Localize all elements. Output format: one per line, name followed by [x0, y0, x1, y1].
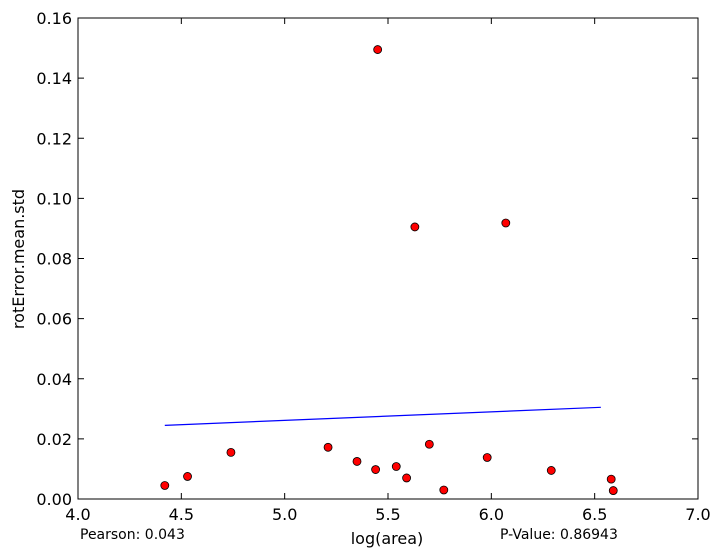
x-tick-label: 7.0	[685, 505, 710, 524]
x-tick-label: 6.0	[479, 505, 504, 524]
data-point	[226, 448, 236, 457]
pearson-label: Pearson: 0.043	[80, 527, 185, 543]
x-tick-label: 4.0	[65, 505, 90, 524]
data-point	[546, 466, 556, 475]
x-tick-label: 4.5	[169, 505, 194, 524]
data-point	[608, 486, 618, 495]
x-tick-label: 5.0	[272, 505, 297, 524]
y-tick-label: 0.06	[36, 310, 72, 329]
data-point	[482, 453, 492, 462]
data-point	[439, 485, 449, 495]
y-tick-label: 0.10	[36, 189, 72, 208]
y-tick-label: 0.00	[36, 490, 72, 509]
data-point	[183, 472, 192, 481]
data-point	[410, 222, 420, 232]
y-tick-label: 0.02	[36, 430, 72, 449]
x-axis-label: log(area)	[351, 529, 424, 548]
data-point	[323, 442, 333, 452]
data-point	[160, 481, 170, 490]
data-point	[373, 45, 383, 54]
data-point	[371, 465, 381, 474]
p-value-label: P-Value: 0.86943	[500, 527, 618, 543]
data-point	[606, 474, 616, 484]
y-tick-label: 0.12	[36, 129, 72, 148]
data-point	[402, 473, 412, 483]
data-point	[424, 439, 434, 449]
plot-area	[77, 17, 699, 500]
data-point	[391, 462, 401, 471]
data-point	[501, 218, 511, 228]
regression-line	[164, 406, 601, 426]
x-tick-label: 5.5	[375, 505, 400, 524]
data-point	[352, 457, 362, 466]
y-axis-label: rotError.mean.std	[9, 189, 28, 329]
x-tick-label: 6.5	[582, 505, 607, 524]
y-tick-label: 0.08	[36, 250, 72, 269]
y-tick-label: 0.14	[36, 69, 72, 88]
y-tick-label: 0.04	[36, 370, 72, 389]
y-tick-label: 0.16	[36, 9, 72, 28]
